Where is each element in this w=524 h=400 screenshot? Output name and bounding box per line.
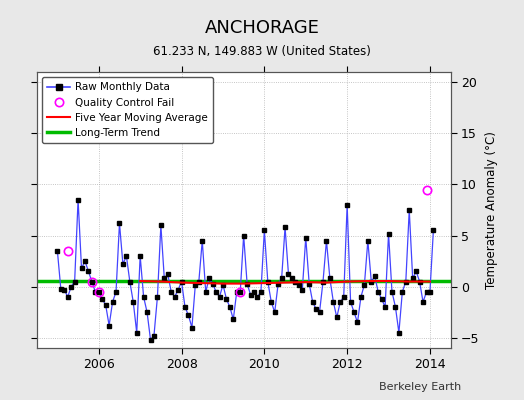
Legend: Raw Monthly Data, Quality Control Fail, Five Year Moving Average, Long-Term Tren: Raw Monthly Data, Quality Control Fail, … (42, 77, 213, 143)
Y-axis label: Temperature Anomaly (°C): Temperature Anomaly (°C) (485, 131, 498, 289)
Text: Berkeley Earth: Berkeley Earth (379, 382, 461, 392)
Text: 61.233 N, 149.883 W (United States): 61.233 N, 149.883 W (United States) (153, 46, 371, 58)
Text: ANCHORAGE: ANCHORAGE (204, 19, 320, 37)
